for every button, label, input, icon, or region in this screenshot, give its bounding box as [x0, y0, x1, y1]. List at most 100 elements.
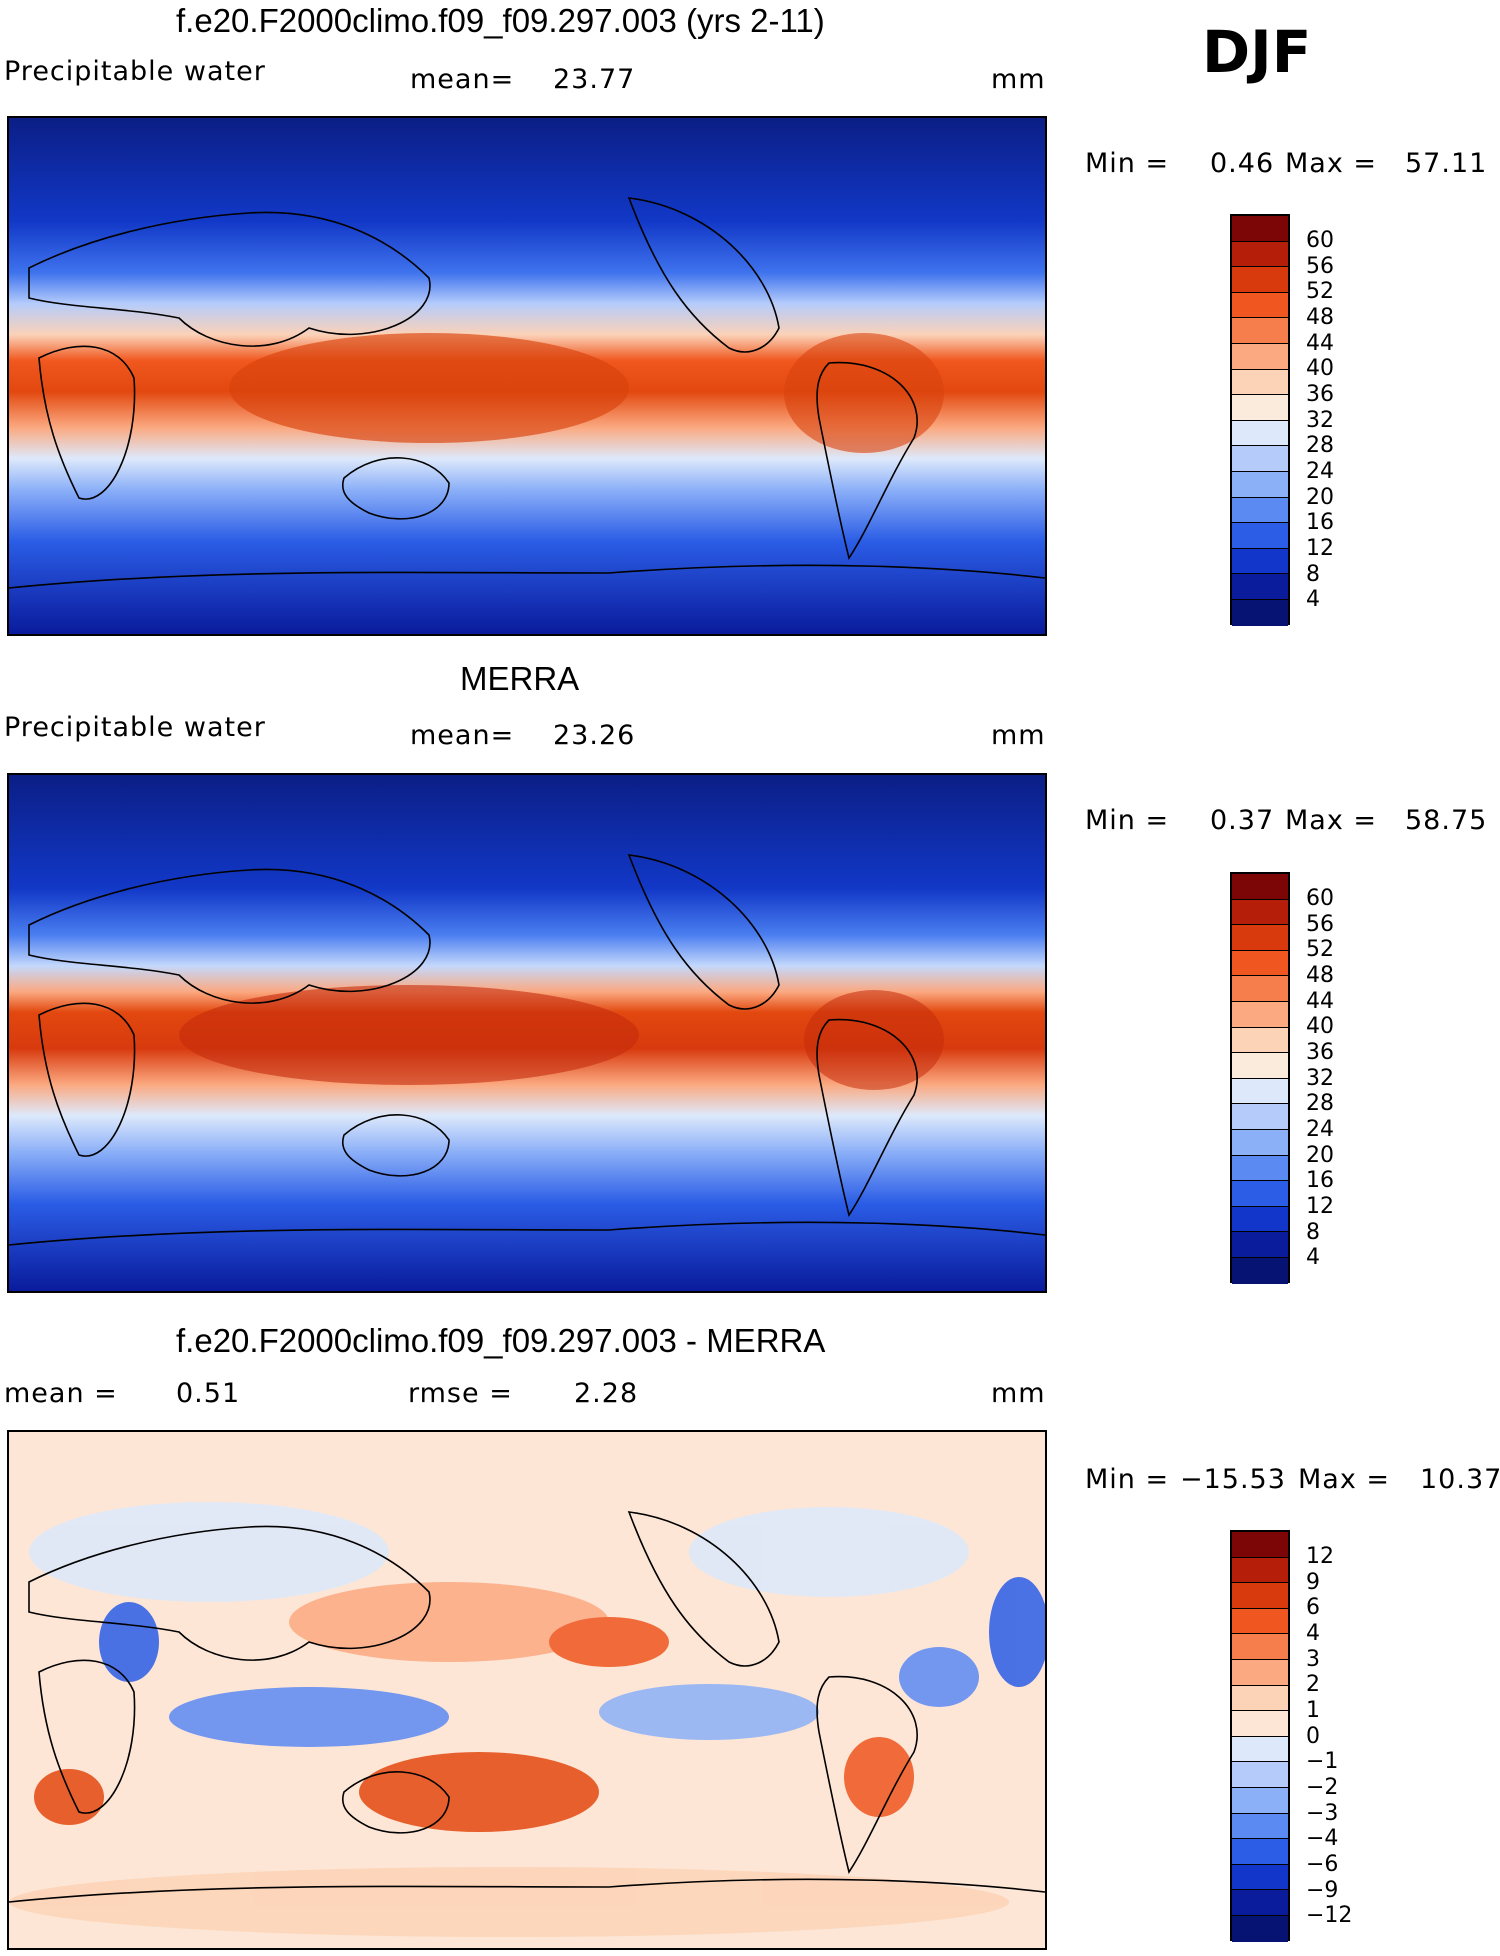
- panel3-colorbar: [1230, 1530, 1290, 1942]
- panel2-units: mm: [991, 720, 1046, 751]
- colorbar-tick: 3: [1306, 1647, 1320, 1672]
- panel3-colorbar-swatch: [1232, 1711, 1288, 1737]
- colorbar-tick: 48: [1306, 305, 1334, 330]
- panel1-map-svg: [9, 118, 1045, 634]
- colorbar-tick: −4: [1306, 1826, 1339, 1851]
- panel2-mean-label: mean=: [410, 720, 515, 751]
- panel1-min-label: Min =: [1085, 148, 1170, 179]
- panel2-map-svg: [9, 775, 1045, 1291]
- panel1-colorbar-swatch: [1232, 548, 1288, 575]
- panel2-min-label: Min =: [1085, 805, 1170, 836]
- panel3-colorbar-swatch: [1232, 1864, 1288, 1891]
- panel3-colorbar-swatch: [1232, 1839, 1288, 1865]
- panel1-colorbar-swatch: [1232, 267, 1288, 293]
- panel2-max-label: Max =: [1285, 805, 1378, 836]
- colorbar-tick: 12: [1306, 1194, 1334, 1219]
- panel2-colorbar: [1230, 872, 1290, 1284]
- panel1-colorbar: [1230, 214, 1290, 626]
- colorbar-tick: 1: [1306, 1698, 1320, 1723]
- panel1-colorbar-swatch: [1232, 216, 1288, 242]
- colorbar-tick: 52: [1306, 279, 1334, 304]
- panel2-map: [7, 773, 1047, 1293]
- panel3-rmse-label: rmse =: [408, 1378, 513, 1409]
- colorbar-tick: 36: [1306, 1040, 1334, 1065]
- colorbar-tick: 20: [1306, 1143, 1334, 1168]
- panel2-colorbar-swatch: [1232, 925, 1288, 951]
- panel2-colorbar-swatch: [1232, 874, 1288, 900]
- panel3-colorbar-swatch: [1232, 1890, 1288, 1916]
- colorbar-tick: 44: [1306, 989, 1334, 1014]
- panel2-mean-value: 23.26: [553, 720, 636, 751]
- panel2-colorbar-swatch: [1232, 1027, 1288, 1054]
- panel1-mean-label: mean=: [410, 64, 515, 95]
- colorbar-tick: 56: [1306, 254, 1334, 279]
- panel1-colorbar-swatch: [1232, 420, 1288, 447]
- colorbar-tick: 12: [1306, 536, 1334, 561]
- colorbar-tick: 60: [1306, 886, 1334, 911]
- colorbar-tick: 0: [1306, 1724, 1320, 1749]
- panel1-colorbar-swatch: [1232, 369, 1288, 396]
- panel2-title: MERRA: [460, 660, 580, 697]
- panel3-min-value: −15.53: [1180, 1464, 1286, 1495]
- colorbar-tick: 9: [1306, 1570, 1320, 1595]
- colorbar-tick: 28: [1306, 1091, 1334, 1116]
- panel1-units: mm: [991, 64, 1046, 95]
- panel1-colorbar-swatch: [1232, 599, 1288, 626]
- panel2-min-value: 0.37: [1210, 805, 1275, 836]
- colorbar-tick: 48: [1306, 963, 1334, 988]
- colorbar-tick: 60: [1306, 228, 1334, 253]
- panel1-title: f.e20.F2000climo.f09_f09.297.003 (yrs 2-…: [176, 2, 825, 39]
- panel2-colorbar-swatch: [1232, 1001, 1288, 1028]
- panel3-colorbar-swatch: [1232, 1787, 1288, 1814]
- panel1-colorbar-swatch: [1232, 343, 1288, 370]
- panel1-map: [7, 116, 1047, 636]
- colorbar-tick: −1: [1306, 1749, 1339, 1774]
- colorbar-tick: 12: [1306, 1544, 1334, 1569]
- panel1-min-value: 0.46: [1210, 148, 1275, 179]
- colorbar-tick: 32: [1306, 1066, 1334, 1091]
- panel3-max-label: Max =: [1298, 1464, 1391, 1495]
- colorbar-tick: 8: [1306, 562, 1320, 587]
- colorbar-tick: 40: [1306, 356, 1334, 381]
- colorbar-tick: 20: [1306, 485, 1334, 510]
- colorbar-tick: 16: [1306, 1168, 1334, 1193]
- panel1-colorbar-swatch: [1232, 241, 1288, 268]
- panel3-rmse-value: 2.28: [574, 1378, 639, 1409]
- panel1-colorbar-swatch: [1232, 497, 1288, 524]
- panel2-colorbar-swatch: [1232, 950, 1288, 977]
- panel3-map-svg: [9, 1432, 1045, 1948]
- colorbar-tick: 4: [1306, 1245, 1320, 1270]
- panel3-max-value: 10.37: [1420, 1464, 1500, 1495]
- panel3-colorbar-swatch: [1232, 1915, 1288, 1942]
- panel3-map: [7, 1430, 1047, 1950]
- season-label: DJF: [1202, 18, 1312, 86]
- colorbar-tick: −2: [1306, 1775, 1339, 1800]
- colorbar-tick: 16: [1306, 510, 1334, 535]
- panel1-colorbar-swatch: [1232, 292, 1288, 319]
- panel1-colorbar-swatch: [1232, 318, 1288, 344]
- panel2-colorbar-swatch: [1232, 1181, 1288, 1207]
- colorbar-tick: −6: [1306, 1852, 1339, 1877]
- panel2-colorbar-swatch: [1232, 1104, 1288, 1130]
- panel1-max-label: Max =: [1285, 148, 1378, 179]
- panel2-colorbar-swatch: [1232, 1078, 1288, 1105]
- panel3-colorbar-swatch: [1232, 1557, 1288, 1584]
- panel3-colorbar-swatch: [1232, 1659, 1288, 1686]
- colorbar-tick: 40: [1306, 1014, 1334, 1039]
- panel1-mean-value: 23.77: [553, 64, 636, 95]
- panel1-variable-label: Precipitable water: [4, 56, 266, 87]
- colorbar-tick: 44: [1306, 331, 1334, 356]
- colorbar-tick: −3: [1306, 1801, 1339, 1826]
- panel2-colorbar-swatch: [1232, 1232, 1288, 1258]
- panel3-colorbar-swatch: [1232, 1736, 1288, 1763]
- panel1-colorbar-swatch: [1232, 395, 1288, 421]
- panel2-colorbar-swatch: [1232, 1155, 1288, 1182]
- panel3-colorbar-swatch: [1232, 1608, 1288, 1635]
- panel3-colorbar-swatch: [1232, 1532, 1288, 1558]
- colorbar-tick: 4: [1306, 587, 1320, 612]
- colorbar-tick: 2: [1306, 1672, 1320, 1697]
- colorbar-tick: 52: [1306, 937, 1334, 962]
- colorbar-tick: 36: [1306, 382, 1334, 407]
- colorbar-tick: 8: [1306, 1220, 1320, 1245]
- panel2-max-value: 58.75: [1405, 805, 1488, 836]
